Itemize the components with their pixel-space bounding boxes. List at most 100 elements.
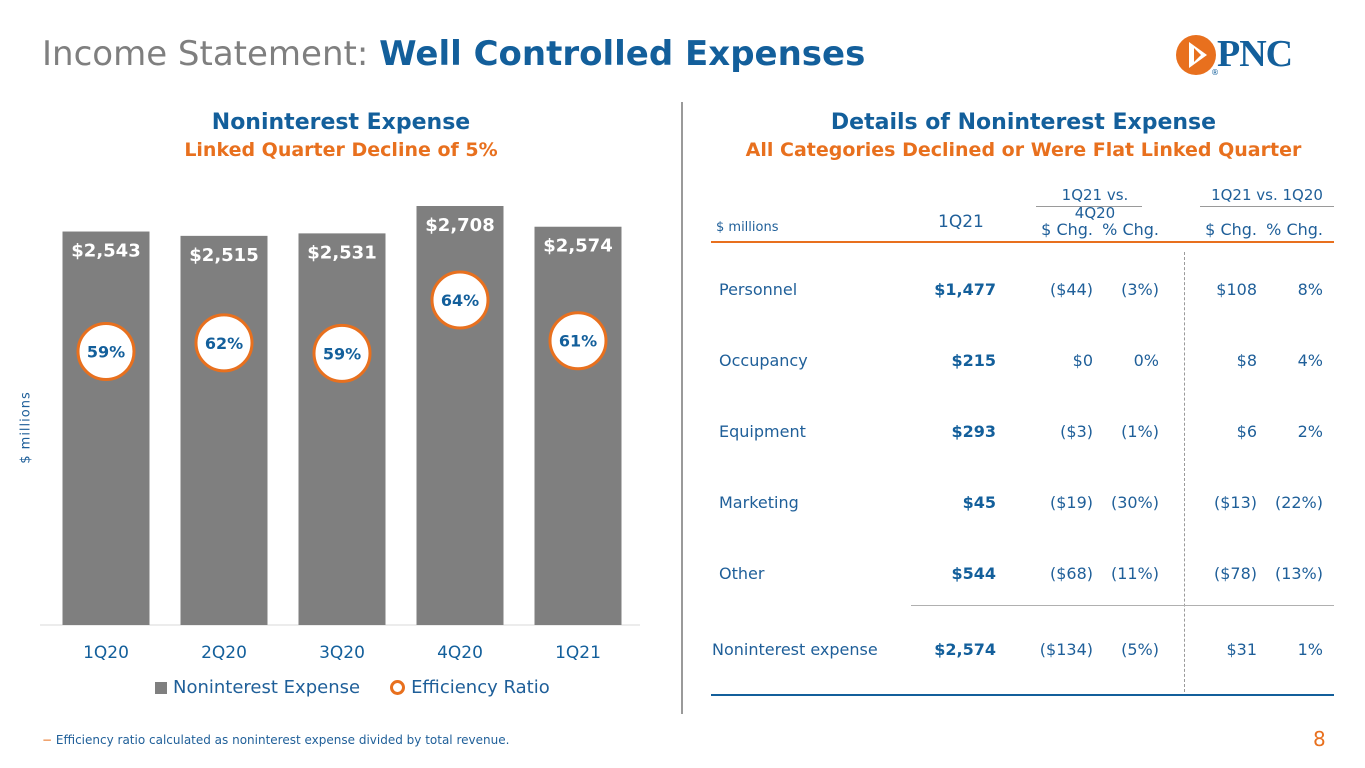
efficiency-ring <box>76 322 136 382</box>
bar <box>180 235 268 626</box>
header-rule <box>711 241 1334 243</box>
cell-value: $2,574 <box>934 640 996 659</box>
cell-lq-d: ($68) <box>1049 564 1093 583</box>
cell-ya-d: $8 <box>1236 351 1257 370</box>
pnc-logo: PNC ® <box>1175 30 1335 80</box>
cell-lq-p: (1%) <box>1121 422 1159 441</box>
col-units: $ millions <box>716 220 779 235</box>
legend-swatch-ring <box>390 680 406 695</box>
chart-subheading-text: Linked Quarter Decline of 5% <box>184 139 498 161</box>
bar-chart: $2,543 59% 1Q20 $2,515 62% 2Q20 $2,531 59% 3Q20 $… <box>40 206 640 663</box>
page-title: Income Statement: Well Controlled Expens… <box>42 34 865 74</box>
cell-ya-p: 1% <box>1297 640 1323 659</box>
bar-value-label: $2,515 <box>189 245 258 266</box>
efficiency-label: 59% <box>323 344 361 363</box>
legend-label-efficiency: Efficiency Ratio <box>411 677 550 698</box>
cell-name: Marketing <box>719 493 799 512</box>
col-lq-pchg: % Chg. <box>1102 220 1159 239</box>
bar <box>416 206 504 625</box>
efficiency-label: 59% <box>87 343 125 362</box>
efficiency-ring <box>194 313 254 373</box>
cell-ya-p: (13%) <box>1274 564 1323 583</box>
group-header-lq: 1Q21 vs. 4Q20 <box>1061 186 1129 222</box>
cell-lq-d: ($44) <box>1049 280 1093 299</box>
cell-ya-d: $108 <box>1216 280 1257 299</box>
bar-value-label: $2,531 <box>307 242 376 263</box>
efficiency-ring <box>312 323 372 383</box>
group-line-lq <box>1036 206 1142 207</box>
legend-label-expense: Noninterest Expense <box>173 677 361 698</box>
efficiency-label: 64% <box>441 291 479 310</box>
table-subheading: All Categories Declined or Were Flat Lin… <box>682 139 1365 161</box>
cell-name: Noninterest expense <box>712 640 878 659</box>
bar-value-label: $2,574 <box>543 236 612 257</box>
cell-lq-p: 0% <box>1133 351 1159 370</box>
cell-name: Personnel <box>719 280 798 299</box>
chart-heading: Noninterest Expense <box>0 110 682 135</box>
bar <box>62 231 150 625</box>
cell-lq-d: ($3) <box>1060 422 1093 441</box>
efficiency-ring <box>548 311 608 371</box>
cell-name: Occupancy <box>719 351 808 370</box>
chart-subheading: Linked Quarter Decline of 5% <box>0 139 682 161</box>
x-tick-label: 3Q20 <box>319 643 365 663</box>
x-tick-label: 1Q20 <box>83 643 129 663</box>
footnote-text: Efficiency ratio calculated as nonintere… <box>55 733 510 747</box>
logo-registered-mark: ® <box>1211 68 1219 77</box>
cell-ya-d: ($78) <box>1213 564 1257 583</box>
cell-ya-p: 8% <box>1297 280 1323 299</box>
title-main: Well Controlled Expenses <box>379 34 866 74</box>
bar <box>534 226 622 625</box>
cell-lq-p: (30%) <box>1110 493 1159 512</box>
bottom-rule <box>711 694 1334 696</box>
x-tick-label: 2Q20 <box>201 643 247 663</box>
page-number: 8 <box>1313 727 1326 751</box>
bar-value-label: $2,543 <box>71 241 140 262</box>
cell-lq-p: (3%) <box>1121 280 1159 299</box>
logo-text: PNC <box>1217 33 1293 75</box>
col-ya-dchg: $ Chg. <box>1205 220 1257 239</box>
cell-ya-d: ($13) <box>1213 493 1257 512</box>
footnote: − Efficiency ratio calculated as noninte… <box>42 733 509 747</box>
cell-value: $215 <box>951 351 996 370</box>
subtotal-rule <box>911 605 1334 606</box>
table-heading-text: Details of Noninterest Expense <box>830 110 1217 135</box>
chart-heading-text: Noninterest Expense <box>211 110 471 135</box>
cell-ya-p: 2% <box>1297 422 1323 441</box>
cell-name: Equipment <box>719 422 806 441</box>
pnc-logo-icon <box>1176 35 1216 75</box>
cell-lq-p: (5%) <box>1121 640 1159 659</box>
x-tick-label: 4Q20 <box>437 643 483 663</box>
cell-lq-d: ($134) <box>1039 640 1093 659</box>
group-line-ya <box>1200 206 1334 207</box>
bar <box>298 233 386 625</box>
x-tick-label: 1Q21 <box>555 643 601 663</box>
cell-lq-p: (11%) <box>1110 564 1159 583</box>
cell-value: $544 <box>951 564 996 583</box>
col-ya-pchg: % Chg. <box>1266 220 1323 239</box>
cell-value: $293 <box>951 422 996 441</box>
efficiency-ring <box>430 270 490 330</box>
footnote-mark: − <box>42 733 53 747</box>
cell-lq-d: ($19) <box>1049 493 1093 512</box>
cell-name: Other <box>719 564 765 583</box>
col-period: 1Q21 <box>938 212 984 232</box>
cell-ya-p: 4% <box>1297 351 1323 370</box>
bar-value-label: $2,708 <box>425 215 494 236</box>
cell-lq-d: $0 <box>1072 351 1093 370</box>
cell-ya-d: $6 <box>1236 422 1257 441</box>
title-prefix: Income Statement: <box>42 34 369 74</box>
efficiency-label: 62% <box>205 334 243 353</box>
group-header-ya: 1Q21 vs. 1Q20 <box>1211 186 1323 204</box>
cell-value: $45 <box>962 493 996 512</box>
table-subheading-text: All Categories Declined or Were Flat Lin… <box>745 139 1302 161</box>
table-heading: Details of Noninterest Expense <box>682 110 1365 135</box>
dashed-separator <box>1184 252 1185 692</box>
cell-ya-d: $31 <box>1226 640 1257 659</box>
cell-value: $1,477 <box>934 280 996 299</box>
efficiency-label: 61% <box>559 332 597 351</box>
vertical-divider <box>681 102 683 714</box>
col-lq-dchg: $ Chg. <box>1041 220 1093 239</box>
cell-ya-p: (22%) <box>1274 493 1323 512</box>
legend-swatch-bar <box>155 681 167 694</box>
